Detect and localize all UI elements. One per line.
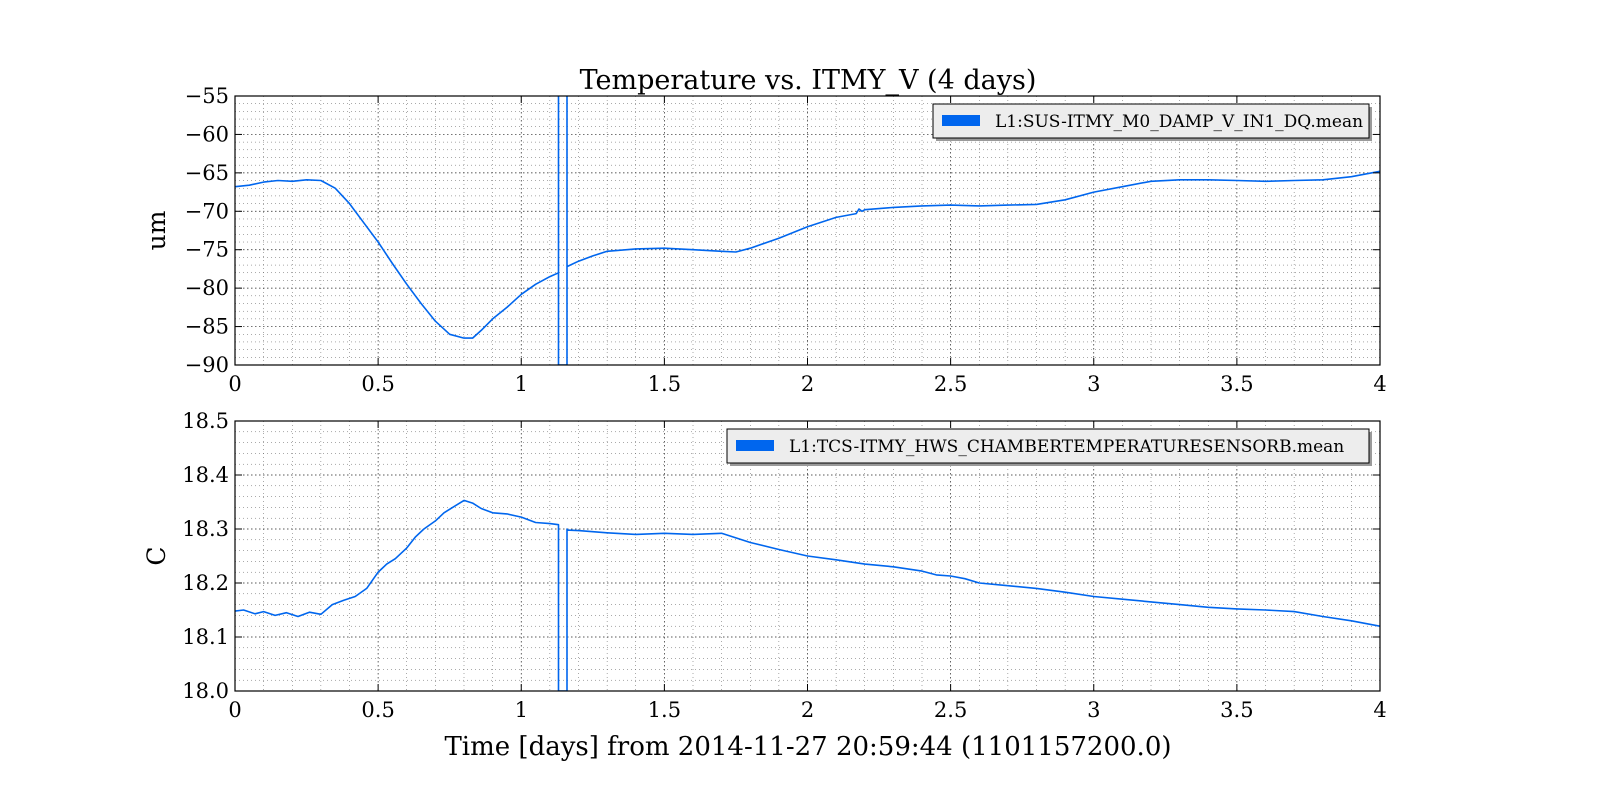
y-tick-label: 18.5 — [182, 409, 229, 433]
y-tick-label: 18.3 — [182, 517, 229, 541]
y-tick-label: −55 — [185, 84, 229, 108]
top-panel: 0 0.5 1 1.5 2 2.5 3 3.5 4 −90 −85 −80 −75 −70 −65 −60 −5… — [142, 84, 1387, 396]
y-axis-label: C — [142, 546, 171, 565]
y-tick-label: −70 — [185, 199, 229, 223]
x-axis-label: Time [days] from 2014-11-27 20:59:44 (11… — [444, 732, 1171, 762]
series-line — [235, 96, 1380, 365]
legend: L1:TCS-ITMY_HWS_CHAMBERTEMPERATURESENSOR… — [726, 428, 1372, 466]
y-tick-label: −60 — [185, 122, 229, 146]
x-tick-label: 1.5 — [648, 698, 681, 722]
y-tick-label: −75 — [185, 238, 229, 262]
y-tick-label: 18.0 — [182, 679, 229, 703]
legend: L1:SUS-ITMY_M0_DAMP_V_IN1_DQ.mean — [932, 103, 1372, 141]
y-tick-label: −80 — [185, 276, 229, 300]
legend-swatch — [736, 440, 774, 451]
y-tick-label: 18.1 — [182, 625, 229, 649]
series-line — [235, 499, 1380, 691]
legend-swatch — [942, 115, 980, 126]
x-tick-label: 3 — [1087, 372, 1100, 396]
x-tick-label: 0.5 — [361, 698, 394, 722]
x-tick-label: 0 — [228, 372, 241, 396]
y-tick-label: 18.2 — [182, 571, 229, 595]
legend-label: L1:SUS-ITMY_M0_DAMP_V_IN1_DQ.mean — [995, 112, 1363, 132]
x-tick-label: 2 — [801, 372, 814, 396]
y-tick-label: −85 — [185, 315, 229, 339]
x-tick-label: 3.5 — [1220, 698, 1253, 722]
y-tick-label: 18.4 — [182, 463, 229, 487]
x-tick-label: 2.5 — [934, 698, 967, 722]
legend-box — [726, 428, 1370, 464]
x-tick-label: 1 — [515, 698, 528, 722]
x-tick-label: 0.5 — [361, 372, 394, 396]
x-tick-label: 3.5 — [1220, 372, 1253, 396]
y-tick-label: −90 — [185, 353, 229, 377]
chart-title: Temperature vs. ITMY_V (4 days) — [580, 65, 1037, 96]
x-tick-label: 4 — [1373, 698, 1386, 722]
x-tick-label: 0 — [228, 698, 241, 722]
x-tick-label: 3 — [1087, 698, 1100, 722]
x-tick-label: 1 — [515, 372, 528, 396]
y-axis-label: um — [142, 210, 171, 250]
legend-box — [932, 103, 1370, 139]
x-tick-label: 2.5 — [934, 372, 967, 396]
x-tick-label: 1.5 — [648, 372, 681, 396]
bottom-panel: 0 0.5 1 1.5 2 2.5 3 3.5 4 18.0 18.1 18.2 18.3 18.4 18.… — [142, 409, 1387, 722]
x-tick-label: 2 — [801, 698, 814, 722]
x-tick-label: 4 — [1373, 372, 1386, 396]
legend-label: L1:TCS-ITMY_HWS_CHAMBERTEMPERATURESENSOR… — [789, 437, 1344, 457]
y-tick-label: −65 — [185, 161, 229, 185]
